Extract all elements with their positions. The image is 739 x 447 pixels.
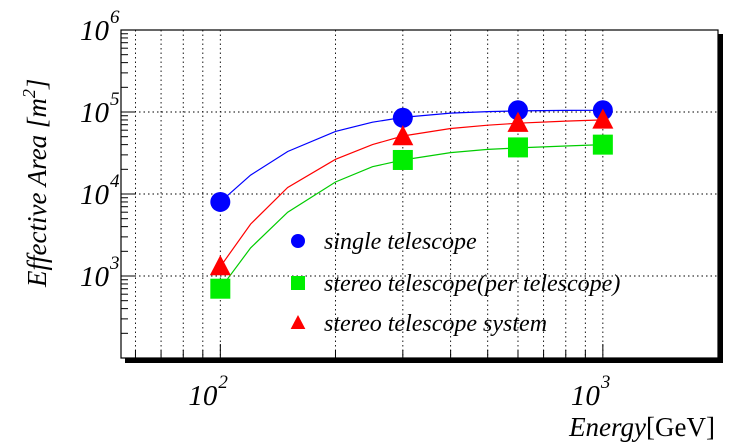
data-point-series-3 — [392, 125, 414, 146]
legend-marker-1 — [291, 234, 305, 248]
legend: single telescope stereo telescope(per tel… — [290, 229, 620, 337]
frame-shadow-bottom — [125, 358, 723, 363]
x-tick-exponent: 3 — [600, 372, 611, 393]
legend-marker-3 — [290, 314, 306, 330]
x-tick-exponent: 2 — [218, 372, 228, 393]
y-axis-title: Effective Area [m2] — [19, 79, 52, 288]
x-tick-base: 10 — [571, 380, 601, 412]
data-point-series-3 — [507, 111, 529, 132]
data-point-series-1 — [507, 100, 528, 121]
data-point-series-2 — [392, 149, 413, 170]
y-tick-label: 103 — [80, 253, 120, 293]
y-tick-exponent: 3 — [109, 253, 120, 274]
legend-marker-2 — [291, 276, 305, 290]
data-markers — [209, 100, 614, 299]
x-tick-labels: 102 103 — [188, 372, 610, 412]
frame-shadow-right — [718, 34, 723, 362]
data-point-series-1 — [210, 191, 231, 212]
x-axis-title-unit: [GeV] — [646, 412, 715, 442]
data-point-series-2 — [210, 278, 231, 299]
data-point-series-2 — [592, 134, 613, 155]
data-point-series-3 — [592, 108, 614, 129]
x-tick-label: 102 — [188, 372, 228, 412]
y-tick-label: 106 — [80, 7, 120, 47]
y-axis-title-close: ] — [22, 79, 52, 91]
data-point-series-3 — [209, 255, 231, 276]
legend-label-1: single telescope — [324, 229, 477, 255]
y-tick-label: 104 — [80, 171, 120, 211]
legend-label-3: stereo telescope system — [324, 311, 547, 337]
y-tick-base: 10 — [80, 179, 110, 211]
x-axis-title-main: Energy — [568, 412, 646, 442]
y-axis-title-exp: 2 — [19, 89, 39, 98]
x-tick-base: 10 — [188, 380, 218, 412]
y-axis-title-main: Effective Area [m — [22, 98, 52, 288]
frame-shadow — [125, 34, 723, 363]
data-point-series-2 — [507, 137, 528, 158]
x-tick-label: 103 — [571, 372, 611, 412]
y-tick-base: 10 — [80, 97, 110, 129]
y-tick-exponent: 4 — [110, 171, 120, 192]
y-tick-exponent: 6 — [110, 7, 120, 28]
legend-label-2: stereo telescope(per telescope) — [324, 271, 620, 297]
axis-ticks — [121, 33, 604, 358]
grid-lines — [121, 30, 718, 358]
y-tick-base: 10 — [80, 261, 110, 293]
data-point-series-1 — [392, 107, 413, 128]
y-tick-label: 105 — [80, 89, 120, 129]
y-tick-base: 10 — [80, 15, 110, 47]
y-tick-exponent: 5 — [110, 89, 120, 110]
x-axis-title: Energy[GeV] — [568, 412, 715, 442]
